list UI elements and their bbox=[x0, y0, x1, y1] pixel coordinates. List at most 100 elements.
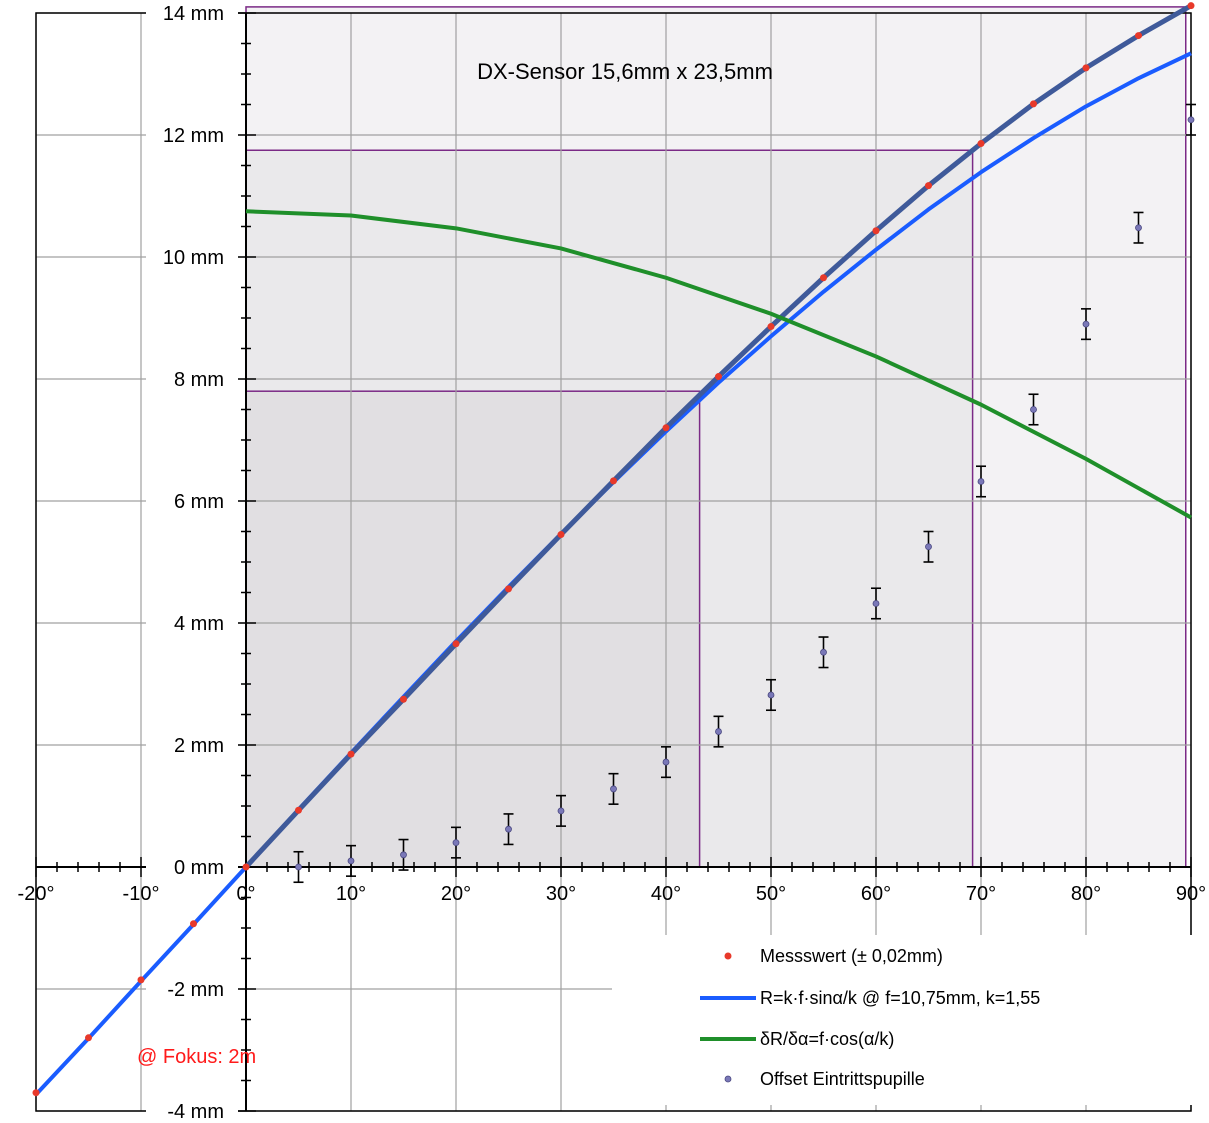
y-tick-label: 10 mm bbox=[163, 247, 224, 269]
data-point-measured bbox=[925, 182, 932, 190]
data-point-measured bbox=[242, 863, 250, 871]
data-point-measured bbox=[715, 373, 722, 381]
y-tick-label: 2 mm bbox=[174, 735, 224, 757]
offset-marker bbox=[347, 857, 355, 865]
x-tick-label: 10° bbox=[336, 883, 366, 905]
focus-annotation: @ Fokus: 2m bbox=[137, 1046, 256, 1068]
data-point-measured bbox=[610, 477, 617, 485]
y-tick-label-bg bbox=[146, 976, 238, 1002]
data-point-offset bbox=[1133, 211, 1144, 244]
data-point-measured bbox=[977, 140, 985, 148]
data-point-measured bbox=[557, 531, 565, 539]
y-tick-label: 8 mm bbox=[174, 369, 224, 391]
offset-marker bbox=[1082, 320, 1090, 328]
x-tick-label: 60° bbox=[861, 883, 891, 905]
y-tick-label: -4 mm bbox=[167, 1101, 224, 1123]
data-point-offset bbox=[1081, 308, 1091, 341]
y-tick-label-bg bbox=[146, 366, 238, 392]
y-tick-label: 12 mm bbox=[163, 125, 224, 147]
offset-marker bbox=[872, 600, 880, 607]
y-tick-label-bg bbox=[146, 122, 238, 148]
y-tick-label-bg bbox=[146, 610, 238, 636]
offset-marker bbox=[820, 648, 827, 656]
y-tick-label-bg bbox=[146, 0, 238, 26]
data-point-measured bbox=[1135, 32, 1142, 40]
data-point-offset bbox=[293, 850, 304, 884]
legend-label: δR/δα=f·cos(α/k) bbox=[760, 1029, 894, 1049]
x-tick-label: 0° bbox=[236, 883, 255, 905]
legend-box bbox=[612, 935, 1192, 1105]
series-line-derivative bbox=[245, 209, 1192, 520]
x-tick-label: -20° bbox=[18, 883, 55, 905]
series bbox=[32, 2, 1196, 1097]
data-point-measured bbox=[1082, 64, 1090, 72]
y-tick-label-bg bbox=[146, 1098, 238, 1123]
data-point-offset bbox=[1186, 103, 1196, 136]
y-tick-label: 0 mm bbox=[174, 857, 224, 879]
data-point-offset bbox=[503, 813, 514, 846]
legend-marker bbox=[724, 952, 732, 960]
offset-marker bbox=[977, 478, 985, 485]
data-point-offset bbox=[661, 746, 671, 779]
legend-marker bbox=[724, 1075, 732, 1083]
data-point-offset bbox=[398, 838, 409, 871]
data-point-offset bbox=[976, 465, 986, 498]
offset-marker bbox=[925, 543, 932, 551]
y-tick-label-bg bbox=[146, 488, 238, 514]
x-tick-label: 90° bbox=[1176, 883, 1206, 905]
data-point-measured bbox=[137, 976, 145, 984]
offset-marker bbox=[610, 785, 617, 793]
data-point-offset bbox=[818, 636, 829, 669]
tick-labels: -20° -10° 0° 10° 20° 30° 40° 50° 60° 70° 80° 90° -4 … bbox=[18, 0, 1206, 1123]
x-tick-label: -10° bbox=[123, 883, 160, 905]
x-tick-label: 50° bbox=[756, 883, 786, 905]
offset-marker bbox=[767, 691, 775, 699]
x-tick-label: 70° bbox=[966, 883, 996, 905]
data-point-measured bbox=[1187, 2, 1195, 10]
offset-marker bbox=[662, 758, 670, 766]
data-point-offset bbox=[346, 844, 356, 877]
y-tick-label: -2 mm bbox=[167, 979, 224, 1001]
offset-marker bbox=[452, 839, 460, 846]
data-point-measured bbox=[872, 227, 880, 235]
offset-marker bbox=[1030, 406, 1037, 413]
offset-marker bbox=[295, 863, 302, 871]
data-point-measured bbox=[767, 323, 775, 331]
legend: Messswert (± 0,02mm) R=k·f·sinα/k @ f=10,… bbox=[612, 935, 1192, 1105]
data-point-offset bbox=[766, 678, 776, 712]
y-tick-label: 14 mm bbox=[163, 3, 224, 25]
data-point-measured bbox=[1030, 100, 1037, 108]
data-point-offset bbox=[713, 715, 724, 748]
data-point-offset bbox=[556, 794, 566, 827]
legend-label: Messswert (± 0,02mm) bbox=[760, 946, 943, 966]
offset-marker bbox=[1187, 116, 1195, 124]
data-point-measured bbox=[400, 695, 407, 703]
legend-label: Offset Eintrittspupille bbox=[760, 1069, 925, 1089]
data-point-measured bbox=[85, 1034, 92, 1042]
legend-label: R=k·f·sinα/k @ f=10,75mm, k=1,55 bbox=[760, 988, 1040, 1008]
y-tick-label: 4 mm bbox=[174, 613, 224, 635]
data-point-offset bbox=[871, 587, 881, 620]
data-point-offset bbox=[608, 772, 619, 805]
offset-marker bbox=[400, 851, 407, 859]
y-tick-label-bg bbox=[146, 732, 238, 758]
data-point-measured bbox=[295, 806, 302, 814]
offset-marker bbox=[505, 825, 512, 833]
data-point-measured bbox=[190, 920, 197, 928]
data-point-measured bbox=[505, 585, 512, 593]
y-tick-label-bg bbox=[146, 854, 238, 880]
x-tick-label: 40° bbox=[651, 883, 681, 905]
y-tick-label: 6 mm bbox=[174, 491, 224, 513]
offset-marker bbox=[715, 728, 722, 735]
x-tick-label: 30° bbox=[546, 883, 576, 905]
chart-title: DX-Sensor 15,6mm x 23,5mm bbox=[477, 59, 773, 84]
x-tick-label: 20° bbox=[441, 883, 471, 905]
data-point-offset bbox=[1028, 393, 1039, 426]
data-point-measured bbox=[820, 274, 827, 282]
data-point-offset bbox=[451, 826, 461, 859]
x-tick-label: 80° bbox=[1071, 883, 1101, 905]
y-tick-label-bg bbox=[146, 244, 238, 270]
plot-frame bbox=[35, 12, 1192, 1112]
data-point-measured bbox=[32, 1089, 40, 1097]
